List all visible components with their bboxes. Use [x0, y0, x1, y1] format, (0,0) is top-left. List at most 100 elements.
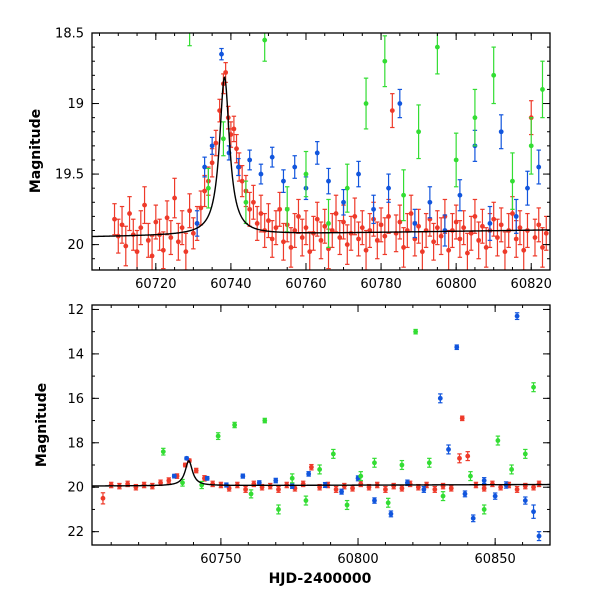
top-green-point: [491, 46, 497, 105]
bottom-blue-point: [171, 473, 177, 479]
top-red-point: [540, 227, 545, 268]
top-red-point: [502, 231, 508, 270]
bottom-blue-point: [454, 344, 460, 351]
top-red-point: [404, 212, 410, 249]
top-red-point: [296, 198, 301, 234]
top-data-layer: [92, 33, 550, 270]
top-red-point: [190, 217, 196, 250]
bottom-red-point: [341, 482, 347, 490]
top-red-point: [142, 186, 147, 225]
top-plot-frame: [91, 32, 551, 271]
bottom-red-point: [490, 480, 495, 488]
bottom-green-point: [413, 328, 419, 335]
bottom-series-red: [100, 415, 542, 505]
bottom-blue-point: [446, 444, 451, 455]
bottom-blue-point: [204, 475, 210, 481]
bottom-red-point: [514, 485, 520, 493]
bottom-x-tick-label: 60750: [200, 552, 241, 567]
top-red-point: [480, 208, 485, 244]
bottom-red-point: [432, 485, 438, 493]
top-red-point: [344, 224, 350, 265]
bottom-red-point: [243, 485, 248, 493]
top-red-point: [273, 210, 279, 246]
top-panel: 60720 60740 60760 60780 60800 60820 18.5 19 19.5…: [28, 27, 552, 293]
top-green-point: [303, 150, 309, 198]
top-y-axis-label: Magnitude: [28, 109, 44, 193]
top-y-tick-label: 20: [67, 238, 84, 253]
top-blue-point: [536, 149, 542, 185]
bottom-red-point: [333, 485, 339, 493]
top-blue-point: [314, 141, 320, 165]
top-green-point: [205, 167, 211, 209]
top-blue-point: [341, 188, 346, 216]
bottom-green-point: [509, 464, 515, 475]
top-blue-point: [209, 136, 215, 155]
bottom-green-point: [385, 497, 391, 508]
bottom-green-point: [468, 471, 473, 482]
bottom-y-tick-label: 14: [67, 347, 84, 362]
top-red-point: [138, 210, 144, 246]
top-blue-point: [498, 114, 504, 150]
bottom-blue-point: [462, 490, 468, 498]
top-red-point: [175, 222, 181, 261]
top-blue-point: [281, 169, 286, 194]
top-red-point: [145, 222, 151, 258]
top-red-point: [374, 221, 380, 260]
top-x-tick-label: 60820: [511, 277, 552, 292]
top-red-point: [423, 212, 429, 249]
top-red-point: [164, 200, 170, 236]
bottom-red-point: [210, 480, 216, 488]
bottom-blue-point: [289, 483, 295, 489]
top-red-point: [112, 203, 117, 236]
top-blue-point: [236, 157, 241, 177]
top-red-point: [213, 129, 219, 157]
top-red-point: [299, 218, 305, 257]
top-blue-point: [194, 210, 200, 237]
bottom-red-point: [481, 485, 487, 492]
bottom-y-axis-label: Magnitude: [34, 383, 50, 467]
bottom-red-point: [100, 492, 106, 505]
bottom-data-layer: [92, 312, 550, 542]
bottom-blue-point: [421, 485, 427, 493]
bottom-blue-point: [437, 393, 443, 404]
top-red-point: [269, 220, 275, 258]
top-red-point: [258, 194, 264, 233]
top-x-tick-label: 60760: [285, 277, 326, 292]
top-blue-point: [258, 163, 264, 185]
top-blue-point: [202, 156, 208, 178]
top-red-point: [202, 174, 208, 208]
top-green-point: [540, 60, 545, 119]
top-green-point: [326, 198, 331, 249]
top-red-point: [449, 212, 455, 249]
bottom-blue-point: [339, 488, 344, 495]
top-green-point: [453, 132, 459, 188]
top-red-point: [382, 217, 388, 256]
bottom-x-axis-label: HJD-2400000: [269, 571, 372, 587]
bottom-blue-point: [514, 312, 520, 321]
top-red-point: [356, 221, 361, 257]
bottom-green-point: [481, 504, 487, 515]
top-red-point: [307, 231, 313, 270]
top-y-tick-label: 19: [67, 97, 84, 112]
top-red-point: [292, 212, 298, 249]
top-blue-point: [427, 186, 433, 219]
bottom-blue-point: [388, 510, 394, 518]
bottom-red-point: [166, 477, 172, 484]
top-blue-point: [326, 167, 331, 195]
top-red-point: [408, 194, 414, 233]
bottom-model-curve: [92, 459, 550, 487]
bottom-blue-point: [492, 492, 498, 500]
top-green-point: [262, 33, 268, 62]
top-red-point: [329, 212, 335, 249]
top-red-point: [134, 229, 140, 270]
top-green-point: [344, 163, 350, 213]
bottom-red-point: [193, 467, 199, 474]
top-red-point: [318, 221, 324, 260]
top-red-point: [247, 191, 253, 227]
top-x-tick-label: 60720: [135, 277, 176, 292]
bottom-green-point: [399, 459, 405, 471]
top-red-point: [288, 227, 294, 268]
top-blue-point: [412, 208, 418, 239]
top-blue-point: [371, 194, 376, 225]
